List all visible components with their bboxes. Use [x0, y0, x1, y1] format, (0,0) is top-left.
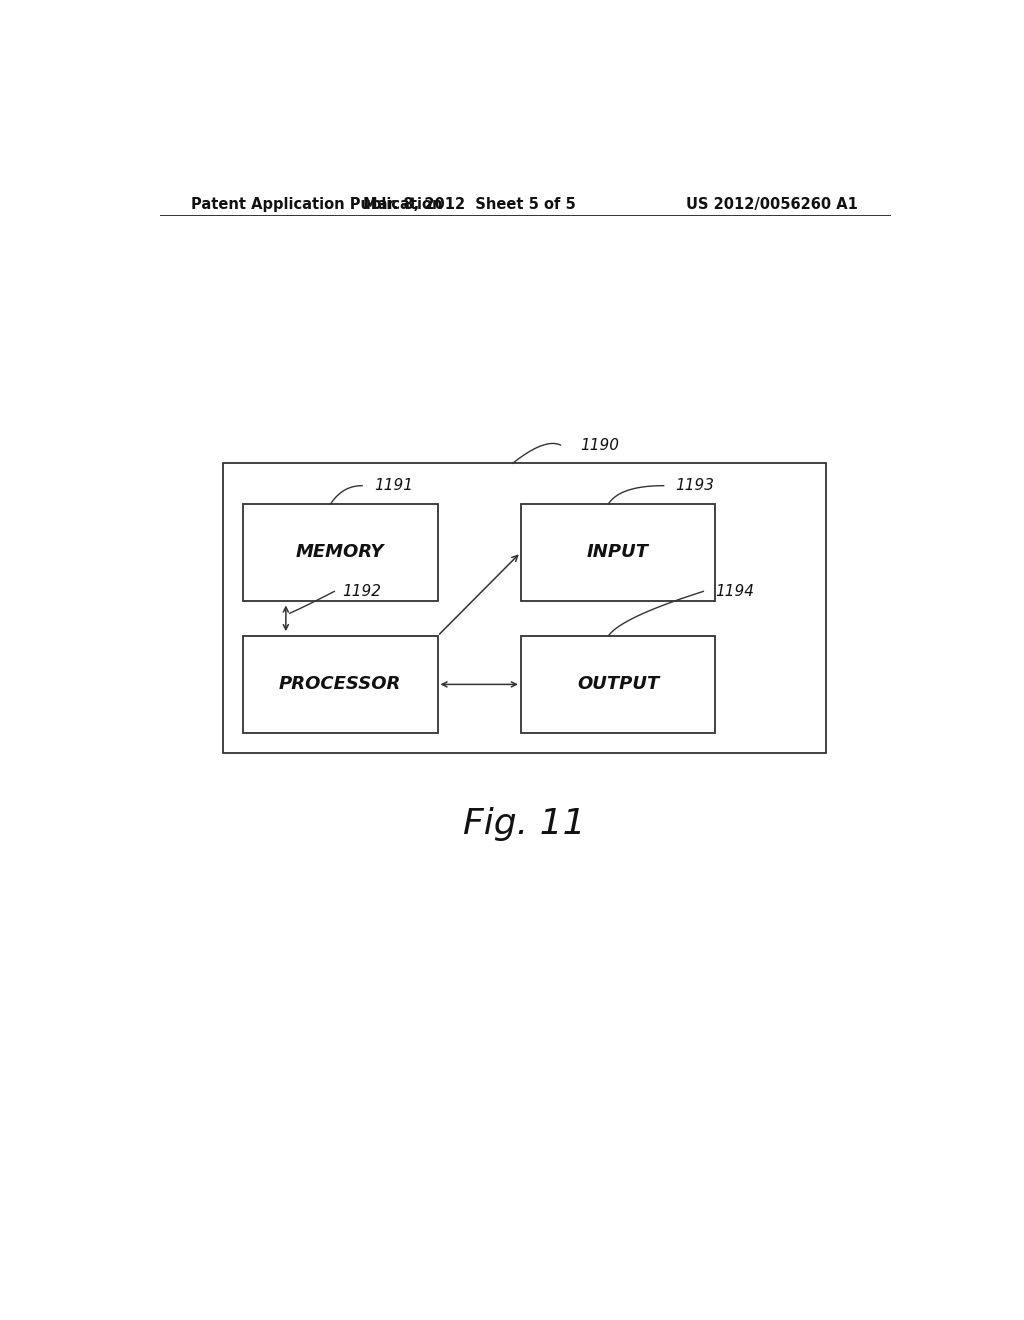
Text: 1194: 1194: [715, 583, 755, 599]
Text: OUTPUT: OUTPUT: [577, 676, 659, 693]
Bar: [243, 636, 437, 733]
Bar: [243, 504, 437, 601]
Bar: [521, 504, 715, 601]
Text: Fig. 11: Fig. 11: [464, 807, 586, 841]
Text: Mar. 8, 2012  Sheet 5 of 5: Mar. 8, 2012 Sheet 5 of 5: [362, 197, 575, 211]
Bar: [223, 463, 826, 752]
Text: PROCESSOR: PROCESSOR: [280, 676, 401, 693]
Text: MEMORY: MEMORY: [296, 544, 385, 561]
Text: US 2012/0056260 A1: US 2012/0056260 A1: [686, 197, 858, 211]
Text: 1190: 1190: [581, 437, 620, 453]
Bar: [521, 636, 715, 733]
Text: INPUT: INPUT: [587, 544, 649, 561]
Text: Patent Application Publication: Patent Application Publication: [191, 197, 443, 211]
Text: 1191: 1191: [374, 478, 413, 494]
Text: 1192: 1192: [342, 583, 381, 599]
Text: 1193: 1193: [676, 478, 715, 494]
